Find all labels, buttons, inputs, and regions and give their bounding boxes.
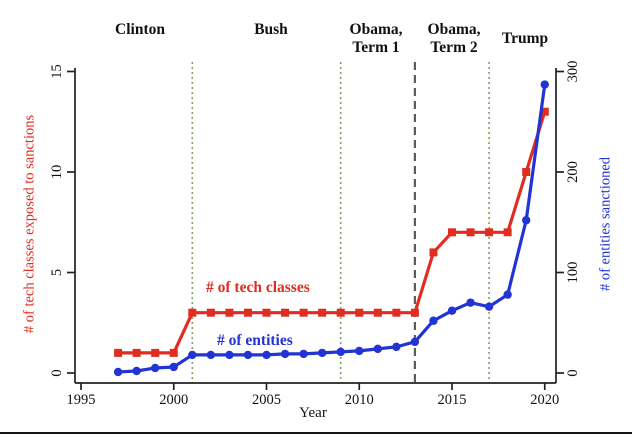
data-point-circle: [243, 350, 253, 360]
president-name: Clinton: [115, 21, 165, 38]
x-tick-label: 2000: [159, 392, 188, 408]
series-annotation-tech-classes: # of tech classes: [206, 279, 310, 296]
data-point-square: [392, 308, 401, 317]
president-label-obama-term1: Obama, Term 1: [321, 21, 431, 57]
president-label-trump: Trump: [470, 30, 580, 48]
left-tick-label: 15: [49, 64, 65, 79]
president-label-bush: Bush: [216, 21, 326, 39]
data-point-circle: [392, 342, 401, 352]
data-point-circle: [299, 349, 308, 359]
data-point-square: [448, 228, 456, 237]
data-point-circle: [484, 302, 494, 311]
data-point-square: [503, 228, 512, 237]
data-point-square: [206, 308, 215, 317]
data-point-circle: [151, 363, 160, 373]
data-point-square: [114, 348, 123, 357]
data-point-square: [410, 308, 419, 317]
data-point-circle: [540, 80, 549, 89]
data-point-circle: [466, 298, 475, 307]
president-term: Term 2: [430, 39, 478, 56]
data-point-circle: [169, 362, 178, 372]
data-point-circle: [522, 216, 531, 225]
right-tick-label: 300: [565, 61, 581, 83]
president-label-clinton: Clinton: [85, 21, 195, 39]
data-point-square: [281, 308, 290, 317]
data-point-square: [373, 308, 382, 317]
data-point-square: [336, 308, 345, 317]
series-line-left: [118, 111, 547, 355]
data-point-square: [299, 308, 308, 317]
data-point-circle: [373, 344, 382, 354]
x-tick-label: 2015: [438, 392, 467, 408]
left-tick-label: 10: [49, 165, 65, 180]
left-axis-title: # of tech classes exposed to sanctions: [21, 114, 38, 334]
data-point-circle: [188, 350, 197, 360]
right-axis-title: # of entities sanctioned: [597, 156, 614, 292]
x-tick-label: 2005: [252, 392, 281, 408]
data-point-circle: [262, 350, 271, 360]
data-point-square: [466, 228, 475, 237]
data-point-circle: [447, 306, 457, 315]
data-point-circle: [410, 337, 420, 347]
data-point-circle: [355, 346, 364, 356]
data-point-square: [262, 308, 271, 317]
x-tick-label: 2020: [530, 392, 559, 408]
president-term: Term 1: [352, 39, 400, 56]
data-point-square: [485, 228, 494, 237]
data-point-square: [540, 107, 549, 116]
president-name: Obama,: [427, 21, 481, 38]
data-point-square: [318, 308, 327, 317]
right-tick-label: 200: [565, 161, 581, 183]
data-point-square: [132, 348, 141, 357]
data-point-circle: [113, 367, 123, 377]
series-annotation-entities: # of entities: [217, 332, 293, 349]
data-point-circle: [503, 290, 512, 299]
data-point-circle: [429, 316, 438, 325]
left-tick-label: 0: [49, 369, 65, 376]
data-point-square: [225, 308, 234, 317]
data-point-circle: [336, 347, 345, 357]
data-point-circle: [225, 350, 234, 360]
right-tick-label: 100: [565, 262, 581, 284]
president-label-obama-term2: Obama, Term 2: [399, 21, 509, 57]
data-point-circle: [317, 348, 327, 358]
x-tick-label: 2010: [345, 392, 374, 408]
x-axis-title: Year: [299, 405, 327, 421]
left-tick-label: 5: [49, 269, 65, 276]
data-point-square: [522, 168, 531, 176]
data-point-square: [188, 308, 197, 317]
data-point-square: [429, 248, 438, 257]
president-name: Bush: [254, 21, 288, 38]
data-point-square: [243, 308, 252, 317]
series-line-right: [118, 84, 547, 374]
x-tick-label: 1995: [67, 392, 96, 408]
right-tick-label: 0: [565, 369, 581, 376]
president-name: Trump: [501, 30, 549, 47]
data-point-circle: [132, 366, 141, 376]
data-point-square: [151, 348, 160, 357]
figure-bottom-rule: [0, 432, 632, 434]
president-name: Obama,: [349, 21, 403, 38]
data-point-circle: [280, 349, 290, 359]
data-point-circle: [206, 350, 216, 360]
data-point-square: [169, 348, 178, 357]
data-point-square: [355, 308, 364, 317]
